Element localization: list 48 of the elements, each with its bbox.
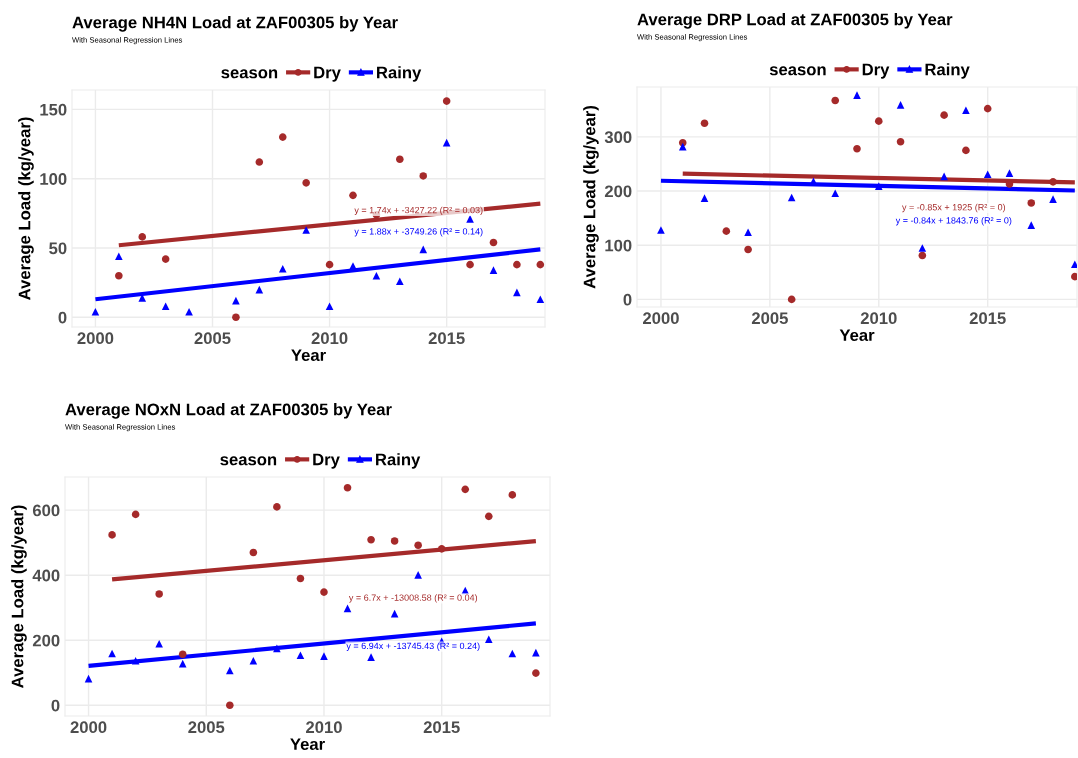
- annotation: y = 6.7x + -13008.58 (R² = 0.04): [348, 594, 478, 603]
- legend-label: Dry: [862, 63, 890, 79]
- y-tick-label: 0: [58, 311, 67, 324]
- y-tick-label: 0: [51, 699, 60, 712]
- legend-label: Rainy: [377, 66, 422, 82]
- y-tick-label: 200: [604, 185, 632, 198]
- x-tick-label: 2015: [969, 312, 1006, 325]
- x-tick-label: 2015: [423, 721, 460, 734]
- x-tick-label: 2005: [188, 721, 225, 734]
- y-tick-label: 600: [32, 504, 60, 517]
- x-axis-title: Year: [290, 738, 325, 751]
- x-tick-label: 2010: [311, 332, 348, 345]
- x-tick-label: 2005: [194, 332, 231, 345]
- y-tick-label: 0: [623, 293, 632, 306]
- legend-title: season: [769, 66, 826, 76]
- annotation: y = 1.74x + -3427.22 (R² = 0.03): [354, 206, 483, 216]
- x-tick-label: 2015: [428, 332, 465, 345]
- x-tick-label: 2000: [77, 332, 114, 345]
- y-tick-label: 400: [32, 569, 60, 582]
- y-axis-title: Average Load (kg/year): [18, 117, 34, 300]
- annotation: y = -0.84x + 1843.76 (R² = 0): [895, 216, 1012, 226]
- x-axis-title: Year: [839, 329, 875, 342]
- x-tick-label: 2010: [306, 721, 342, 734]
- legend-label: Dry: [314, 66, 341, 82]
- y-tick-label: 150: [40, 103, 67, 116]
- x-tick-label: 2000: [70, 721, 107, 734]
- y-tick-label: 300: [604, 131, 632, 144]
- x-tick-label: 2005: [751, 312, 788, 325]
- legend-label: Rainy: [376, 453, 421, 469]
- annotation: y = 6.94x + -13745.43 (R² = 0.24): [346, 642, 480, 651]
- y-axis-title: Average Load (kg/year): [583, 105, 599, 289]
- chart-title: Average DRP Load at ZAF00305 by Year: [637, 13, 953, 29]
- y-tick-label: 50: [49, 242, 67, 255]
- legend-title: season: [220, 456, 277, 466]
- legend-title: season: [221, 69, 278, 79]
- annotation: y = 1.88x + -3749.26 (R² = 0.14): [354, 227, 483, 237]
- legend-label: Dry: [313, 453, 340, 469]
- legend-label: Rainy: [925, 63, 970, 79]
- annotation: y = -0.85x + 1925 (R² = 0): [902, 203, 1006, 213]
- y-tick-label: 100: [605, 239, 632, 252]
- chart-title: Average NOxN Load at ZAF00305 by Year: [65, 403, 392, 419]
- y-tick-label: 100: [40, 173, 67, 185]
- x-tick-label: 2010: [860, 312, 897, 325]
- x-tick-label: 2000: [643, 312, 679, 325]
- chart-title: Average NH4N Load at ZAF00305 by Year: [72, 16, 398, 32]
- y-axis-title: Average Load (kg/year): [11, 505, 27, 688]
- y-tick-label: 200: [32, 634, 60, 647]
- x-axis-title: Year: [291, 349, 326, 362]
